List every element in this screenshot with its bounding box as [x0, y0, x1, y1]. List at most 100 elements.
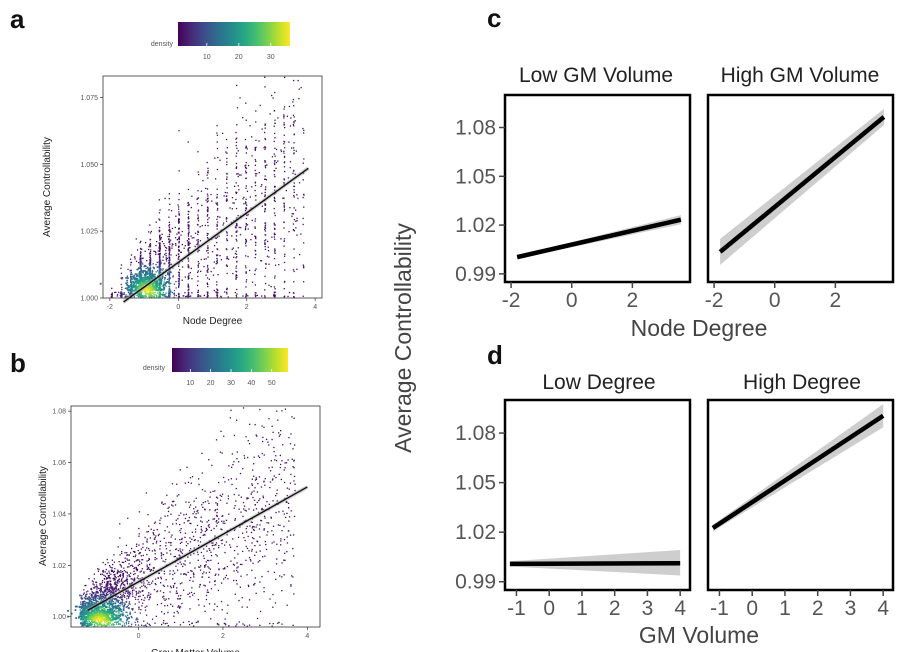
data-point — [81, 605, 83, 607]
data-point — [146, 266, 149, 269]
data-point — [198, 544, 200, 546]
data-point — [259, 544, 261, 546]
data-point — [293, 134, 295, 136]
data-point — [151, 296, 153, 298]
data-point — [289, 443, 292, 445]
data-point — [298, 182, 301, 184]
data-point — [206, 269, 208, 272]
data-point — [261, 507, 263, 510]
data-point — [205, 561, 207, 563]
data-point — [189, 537, 191, 539]
data-point — [187, 218, 190, 220]
data-point — [263, 454, 265, 456]
data-point — [224, 544, 226, 546]
data-point — [140, 269, 143, 272]
data-point — [275, 161, 278, 164]
data-point — [108, 624, 110, 626]
data-point — [237, 150, 239, 152]
data-point — [272, 606, 274, 608]
data-point — [207, 566, 209, 568]
data-point — [263, 587, 265, 589]
data-point — [149, 270, 151, 272]
data-point — [188, 226, 190, 228]
data-point — [149, 292, 152, 294]
data-point — [226, 256, 228, 258]
data-point — [215, 237, 217, 239]
data-point — [147, 292, 149, 294]
data-point — [274, 132, 276, 135]
data-point — [280, 538, 282, 540]
data-point — [273, 286, 276, 288]
data-point — [218, 545, 220, 547]
data-point — [130, 287, 133, 289]
data-point — [216, 259, 218, 261]
data-point — [260, 185, 262, 188]
data-point — [128, 574, 130, 576]
data-point — [94, 596, 96, 599]
data-point — [293, 121, 295, 123]
data-point — [124, 580, 126, 582]
data-point — [134, 572, 136, 575]
data-point — [252, 496, 254, 499]
data-point — [274, 224, 276, 226]
data-point — [187, 543, 189, 545]
data-point — [236, 562, 238, 564]
data-point — [84, 621, 86, 623]
data-point — [178, 258, 180, 260]
data-point — [152, 270, 154, 273]
data-point — [246, 190, 249, 192]
data-point — [236, 223, 238, 225]
data-point — [86, 619, 88, 621]
data-point — [156, 540, 158, 542]
data-point — [177, 612, 179, 614]
data-point — [126, 581, 128, 583]
data-point — [151, 269, 154, 272]
data-point — [227, 479, 230, 481]
data-point — [137, 621, 139, 623]
data-point — [199, 536, 201, 539]
data-point — [284, 559, 286, 561]
data-point — [283, 281, 286, 283]
data-point — [207, 207, 209, 209]
data-point — [180, 512, 182, 514]
data-point — [251, 548, 253, 551]
data-point — [125, 619, 128, 621]
data-point — [201, 521, 203, 523]
data-point — [98, 624, 100, 626]
data-point — [106, 581, 108, 583]
data-point — [145, 614, 148, 616]
data-point — [245, 203, 247, 205]
data-point — [213, 289, 215, 292]
data-point — [283, 115, 285, 117]
data-point — [281, 576, 283, 578]
data-point — [198, 483, 200, 486]
data-point — [244, 166, 247, 168]
data-point — [138, 595, 140, 598]
data-point — [187, 284, 190, 287]
data-point — [216, 289, 219, 291]
data-point — [262, 556, 264, 558]
data-point — [200, 190, 203, 192]
data-point — [149, 246, 152, 248]
data-point — [185, 501, 187, 503]
data-point — [254, 294, 256, 296]
data-point — [192, 572, 195, 574]
data-point — [274, 295, 276, 297]
data-point — [258, 140, 260, 142]
data-point — [206, 161, 208, 164]
data-point — [302, 264, 304, 266]
data-point — [246, 224, 249, 226]
data-point — [183, 514, 185, 516]
data-point — [129, 583, 131, 585]
data-point — [209, 581, 211, 583]
data-point — [120, 296, 123, 298]
data-point — [268, 467, 270, 469]
data-point — [174, 538, 176, 540]
data-point — [91, 580, 93, 582]
data-point — [170, 536, 172, 538]
data-point — [110, 601, 112, 603]
data-point — [274, 294, 276, 296]
data-point — [283, 481, 286, 484]
data-point — [248, 624, 251, 626]
data-point — [128, 288, 131, 291]
